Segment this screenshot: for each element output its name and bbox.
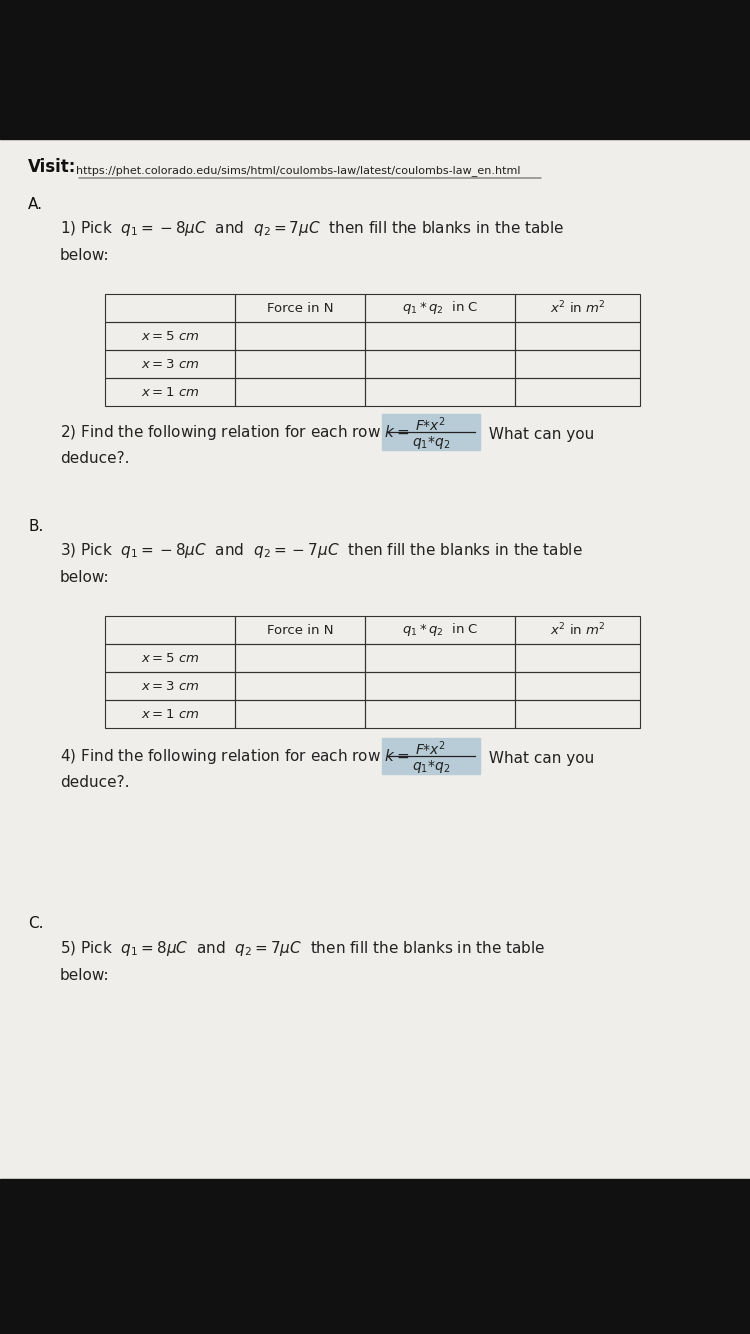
Text: $x^2$ in $m^2$: $x^2$ in $m^2$ — [550, 300, 605, 316]
Bar — [105, 700, 235, 728]
Bar — [235, 616, 365, 644]
Bar — [235, 293, 365, 321]
Bar — [235, 644, 365, 672]
Bar — [365, 672, 515, 700]
Text: A.: A. — [28, 197, 43, 212]
Bar — [0, 1179, 750, 1334]
Text: $x = 3\ cm$: $x = 3\ cm$ — [141, 358, 200, 371]
Bar — [365, 350, 515, 378]
Text: 3) Pick  $q_1 = -8\mu C$  and  $q_2 = -7\mu C$  then fill the blanks in the tabl: 3) Pick $q_1 = -8\mu C$ and $q_2 = -7\mu… — [60, 542, 583, 560]
Text: $F{*}x^2$: $F{*}x^2$ — [416, 415, 446, 434]
Text: below:: below: — [60, 248, 110, 263]
Bar — [515, 616, 640, 644]
Bar — [515, 672, 640, 700]
Bar — [0, 139, 750, 1179]
Text: Force in N: Force in N — [267, 623, 333, 636]
Bar — [105, 672, 235, 700]
Text: B.: B. — [28, 519, 44, 534]
Text: deduce?.: deduce?. — [60, 451, 130, 466]
Text: $x = 1\ cm$: $x = 1\ cm$ — [141, 707, 200, 720]
Text: Visit:: Visit: — [28, 157, 76, 176]
Bar — [105, 616, 235, 644]
Bar — [235, 378, 365, 406]
Bar — [365, 321, 515, 350]
Text: 5) Pick  $q_1 = 8\mu C$  and  $q_2 = 7\mu C$  then fill the blanks in the table: 5) Pick $q_1 = 8\mu C$ and $q_2 = 7\mu C… — [60, 939, 545, 958]
Bar — [235, 321, 365, 350]
Text: 4) Find the following relation for each row $k = $: 4) Find the following relation for each … — [60, 747, 410, 766]
Text: $x^2$ in $m^2$: $x^2$ in $m^2$ — [550, 622, 605, 638]
Bar — [105, 378, 235, 406]
Text: $x = 1\ cm$: $x = 1\ cm$ — [141, 386, 200, 399]
Text: $F{*}x^2$: $F{*}x^2$ — [416, 739, 446, 758]
Text: What can you: What can you — [484, 427, 594, 442]
Bar — [105, 644, 235, 672]
Bar — [515, 350, 640, 378]
Text: $x = 3\ cm$: $x = 3\ cm$ — [141, 679, 200, 692]
Bar — [515, 700, 640, 728]
Text: $q_1{*}q_2$: $q_1{*}q_2$ — [412, 434, 450, 451]
Bar — [235, 700, 365, 728]
Bar — [515, 293, 640, 321]
Text: $q_1{*}q_2$: $q_1{*}q_2$ — [412, 758, 450, 775]
Bar — [0, 0, 750, 139]
Bar — [382, 414, 480, 450]
Bar — [382, 738, 480, 774]
Bar — [235, 350, 365, 378]
Text: $x = 5\ cm$: $x = 5\ cm$ — [141, 329, 200, 343]
Text: Force in N: Force in N — [267, 301, 333, 315]
Text: What can you: What can you — [484, 751, 594, 766]
Text: 1) Pick  $q_1 = -8\mu C$  and  $q_2 = 7\mu C$  then fill the blanks in the table: 1) Pick $q_1 = -8\mu C$ and $q_2 = 7\mu … — [60, 219, 564, 237]
Bar — [365, 700, 515, 728]
Text: C.: C. — [28, 916, 44, 931]
Text: below:: below: — [60, 570, 110, 586]
Bar — [515, 321, 640, 350]
Bar — [365, 378, 515, 406]
Bar — [105, 350, 235, 378]
Bar — [235, 672, 365, 700]
Bar — [365, 293, 515, 321]
Bar — [365, 644, 515, 672]
Text: $x = 5\ cm$: $x = 5\ cm$ — [141, 651, 200, 664]
Text: 2) Find the following relation for each row $k = $: 2) Find the following relation for each … — [60, 423, 410, 442]
Bar — [365, 616, 515, 644]
Bar — [515, 378, 640, 406]
Bar — [105, 321, 235, 350]
Bar — [515, 644, 640, 672]
Text: $q_1 * q_2$  in C: $q_1 * q_2$ in C — [402, 300, 478, 316]
Text: $q_1 * q_2$  in C: $q_1 * q_2$ in C — [402, 622, 478, 639]
Text: deduce?.: deduce?. — [60, 775, 130, 790]
Text: https://phet.colorado.edu/sims/html/coulombs-law/latest/coulombs-law_en.html: https://phet.colorado.edu/sims/html/coul… — [76, 165, 520, 176]
Bar — [105, 293, 235, 321]
Text: below:: below: — [60, 968, 110, 983]
